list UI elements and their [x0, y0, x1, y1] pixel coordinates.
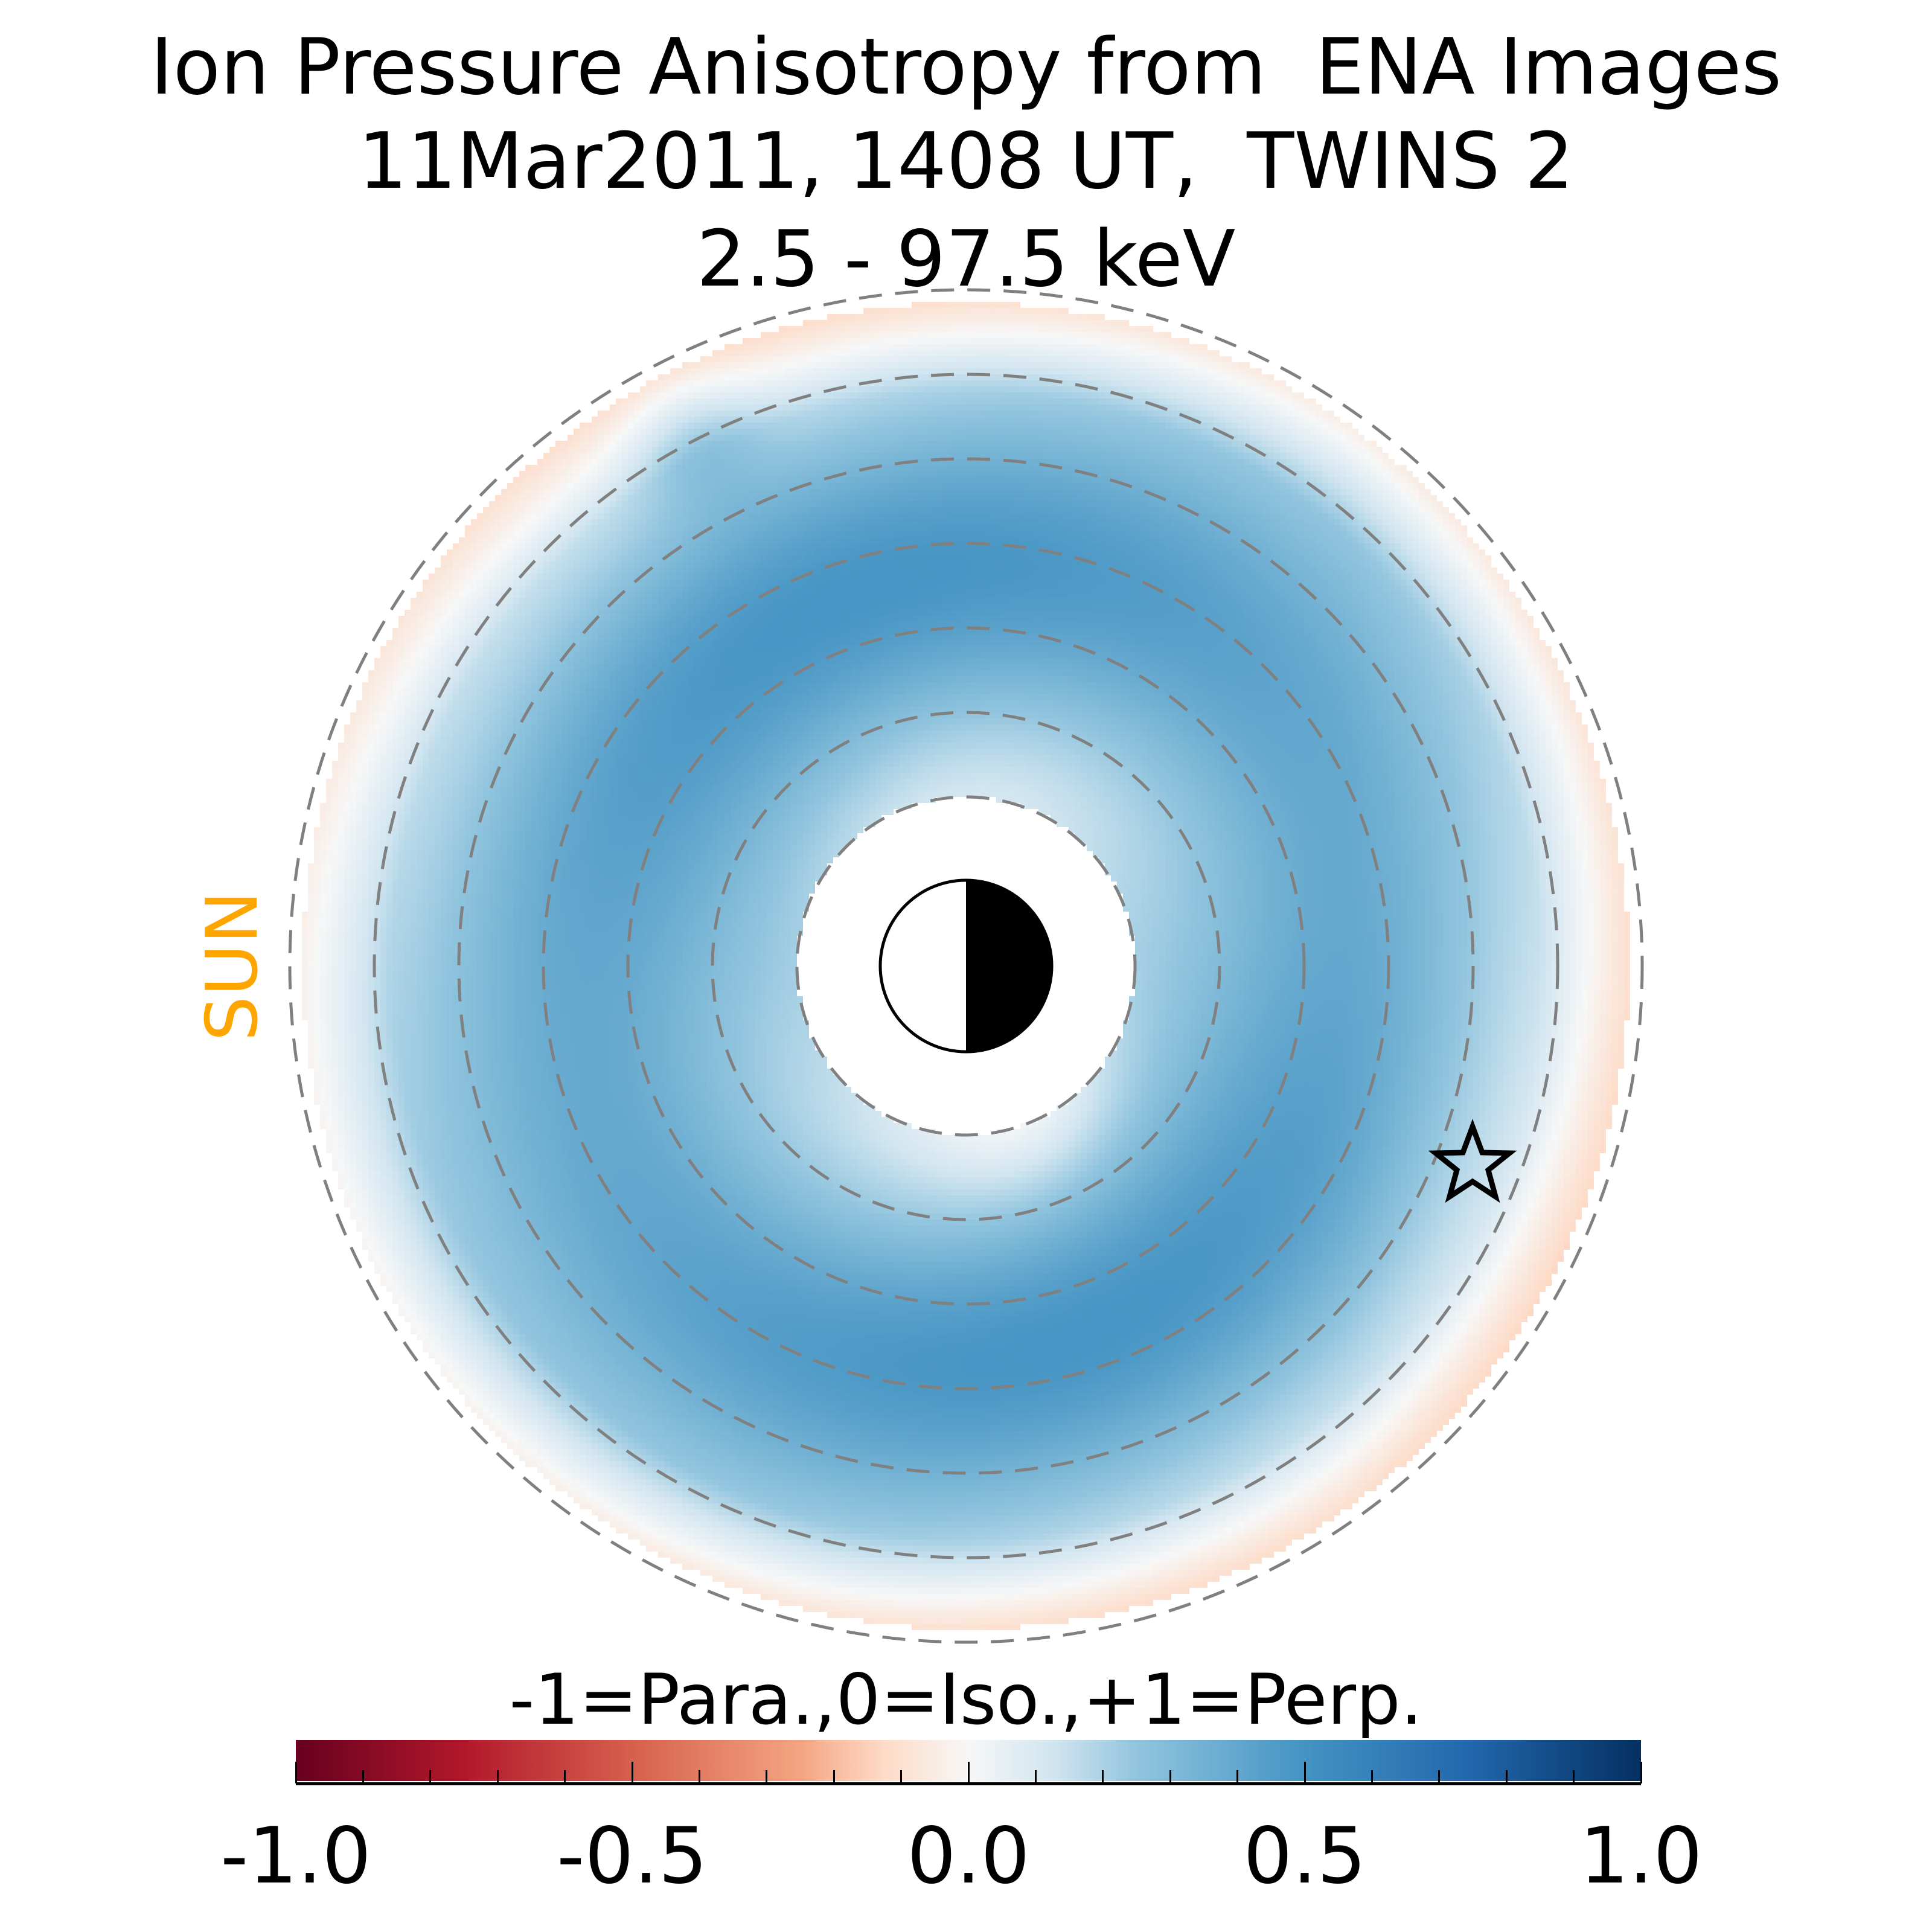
sun-label: SUN — [190, 891, 273, 1041]
tick-label: -0.5 — [557, 1811, 708, 1901]
minor-tick — [496, 1770, 499, 1783]
star-icon — [1428, 1119, 1517, 1203]
major-tick — [967, 1762, 970, 1783]
chart-title-line-1: Ion Pressure Anisotropy from ENA Images — [150, 22, 1782, 112]
minor-tick — [429, 1770, 432, 1783]
chart-title-line-3: 2.5 - 97.5 keV — [696, 214, 1236, 304]
ring-6re — [457, 457, 1475, 1475]
major-tick — [295, 1762, 297, 1783]
minor-tick — [1573, 1770, 1575, 1783]
minor-tick — [1236, 1770, 1239, 1783]
ring-3re — [711, 711, 1221, 1221]
chart-title-line-2: 11Mar2011, 1408 UT, TWINS 2 — [358, 117, 1574, 206]
minor-tick — [833, 1770, 835, 1783]
minor-tick — [1438, 1770, 1441, 1783]
minor-tick — [564, 1770, 566, 1783]
minor-tick — [900, 1770, 903, 1783]
colorbar-label: -1=Para.,0=Iso.,+1=Perp. — [509, 1659, 1423, 1741]
minor-tick — [766, 1770, 768, 1783]
minor-tick — [1034, 1770, 1037, 1783]
distance-rings — [288, 288, 1644, 1644]
ring-7re — [373, 373, 1559, 1559]
minor-tick — [1371, 1770, 1373, 1783]
minor-tick — [362, 1770, 364, 1783]
minor-tick — [1505, 1770, 1508, 1783]
ring-5re — [542, 542, 1390, 1390]
minor-tick — [1169, 1770, 1171, 1783]
minor-tick — [698, 1770, 700, 1783]
tick-label: 0.5 — [1243, 1811, 1366, 1901]
major-tick — [1640, 1762, 1642, 1783]
colorbar-axis — [296, 1782, 1641, 1785]
ring-8re — [288, 288, 1644, 1644]
ring-4re — [626, 626, 1306, 1306]
tick-label: -1.0 — [220, 1811, 371, 1901]
ring-2re — [795, 795, 1137, 1137]
major-tick — [1303, 1762, 1306, 1783]
tick-label: 1.0 — [1579, 1811, 1703, 1901]
minor-tick — [1102, 1770, 1104, 1783]
major-tick — [631, 1762, 633, 1783]
tick-label: 0.0 — [907, 1811, 1030, 1901]
earth-icon — [878, 878, 1054, 1054]
